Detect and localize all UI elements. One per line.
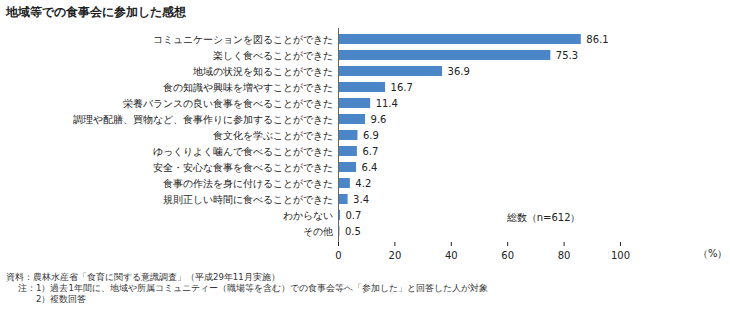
html-text:資料：農林水産省「食育に関する意識調査」（平成29年11月実: 資料：農林水産省「食育に関する意識調査」（平成29年11月実施） <box>6 272 280 282</box>
svg-text:地域の状況を知ることができた: 地域の状況を知ることができた <box>192 66 333 77</box>
svg-text:6.9: 6.9 <box>363 130 379 141</box>
svg-text:コミュニケーションを図ることができた: コミュニケーションを図ることができた <box>153 34 333 45</box>
svg-text:20: 20 <box>389 250 402 261</box>
svg-text:0: 0 <box>335 250 341 261</box>
svg-text:36.9: 36.9 <box>448 66 470 77</box>
svg-text:その他: その他 <box>303 226 333 237</box>
svg-text:調理や配膳、買物など、食事作りに参加することができた: 調理や配膳、買物など、食事作りに参加することができた <box>73 114 333 125</box>
svg-text:4.2: 4.2 <box>355 178 371 189</box>
svg-text:安全・安心な食事を食べることができた: 安全・安心な食事を食べることができた <box>153 162 333 173</box>
svg-text:75.3: 75.3 <box>556 50 578 61</box>
svg-text:3.4: 3.4 <box>353 194 369 205</box>
svg-text:栄養バランスの良い食事を食べることができた: 栄養バランスの良い食事を食べることができた <box>123 98 333 109</box>
svg-text:86.1: 86.1 <box>586 34 608 45</box>
svg-text:食文化を学ぶことができた: 食文化を学ぶことができた <box>213 130 333 141</box>
svg-text:規則正しい時間に食べることができた: 規則正しい時間に食べることができた <box>163 194 333 205</box>
svg-text:0.5: 0.5 <box>345 226 361 237</box>
html-text:注：1）過去1年間に、地域や所属コミュニティー（職場等を含む: 注：1）過去1年間に、地域や所属コミュニティー（職場等を含む）での食事会等へ「参… <box>18 283 488 293</box>
svg-text:6.4: 6.4 <box>362 162 378 173</box>
svg-text:6.7: 6.7 <box>362 146 378 157</box>
svg-text:食の知識や興味を増やすことができた: 食の知識や興味を増やすことができた <box>163 82 333 93</box>
svg-text:ゆっくりよく噛んで食べることができた: ゆっくりよく噛んで食べることができた <box>153 146 333 157</box>
svg-text:（%）: （%） <box>698 248 728 259</box>
svg-text:11.4: 11.4 <box>376 98 398 109</box>
svg-text:食事の作法を身に付けることができた: 食事の作法を身に付けることができた <box>163 178 333 189</box>
html-text:2）複数回答: 2）複数回答 <box>36 294 87 304</box>
svg-text:16.7: 16.7 <box>391 82 413 93</box>
svg-text:わからない: わからない <box>283 210 333 221</box>
svg-text:100: 100 <box>611 250 630 261</box>
svg-text:40: 40 <box>445 250 458 261</box>
svg-text:80: 80 <box>558 250 571 261</box>
svg-text:0.7: 0.7 <box>345 210 361 221</box>
html-text:地域等での食事会に参加した感想: 地域等での食事会に参加した感想 <box>6 5 186 19</box>
svg-text:60: 60 <box>501 250 514 261</box>
svg-text:9.6: 9.6 <box>371 114 387 125</box>
svg-text:楽しく食べることができた: 楽しく食べることができた <box>213 50 333 61</box>
svg-text:総数（n=612）: 総数（n=612） <box>506 212 581 223</box>
